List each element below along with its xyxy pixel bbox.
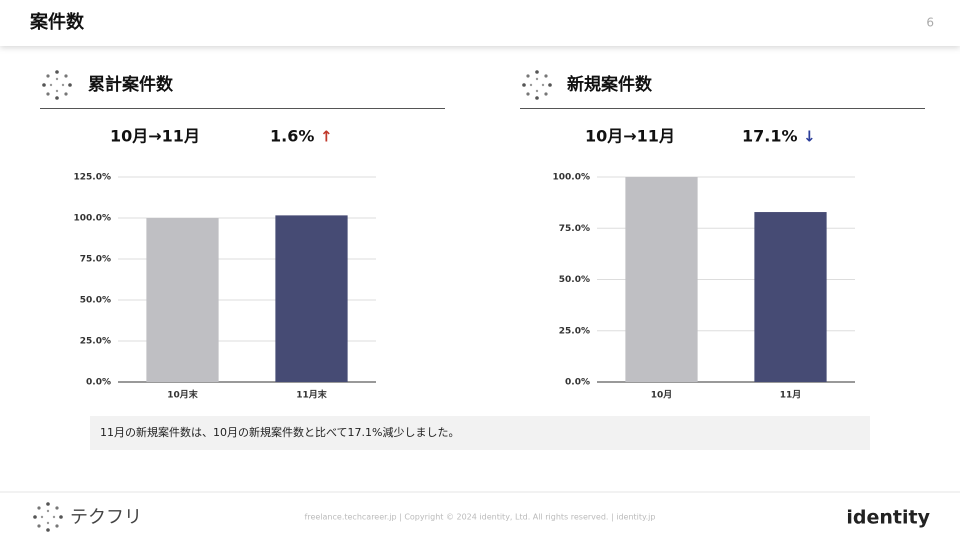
y-tick-label: 125.0% xyxy=(74,173,112,183)
period: 10月→11月 xyxy=(110,127,200,146)
change-arrow: ↑ xyxy=(320,128,333,146)
y-tick-label: 75.0% xyxy=(559,224,590,234)
change-arrow: ↓ xyxy=(803,128,816,146)
x-tick-label: 11月末 xyxy=(296,389,328,401)
y-tick-label: 0.0% xyxy=(565,378,590,388)
y-tick-label: 50.0% xyxy=(80,296,111,306)
charts: 0.0% 25.0% 50.0% 75.0% 100.0% 125.0% 10月末 11月末 0… xyxy=(74,173,855,401)
x-tick-label: 10月末 xyxy=(167,389,199,401)
y-tick-label: 50.0% xyxy=(559,275,590,285)
copyright: freelance.techcareer.jp | Copyright © 20… xyxy=(305,513,656,522)
period: 10月→11月 xyxy=(585,127,675,146)
bar xyxy=(625,177,698,382)
x-tick-label: 11月 xyxy=(780,390,802,401)
x-tick-label: 10月 xyxy=(651,390,673,401)
y-tick-label: 75.0% xyxy=(80,255,111,265)
brand: テクフリ xyxy=(70,507,142,528)
page-number: 6 xyxy=(926,16,934,30)
logo: identity xyxy=(846,507,930,529)
brand-icon xyxy=(33,502,63,532)
bar xyxy=(146,218,219,382)
bar xyxy=(754,212,827,382)
y-tick-label: 25.0% xyxy=(559,326,590,336)
header-title: 案件数 xyxy=(29,11,85,33)
section-icon xyxy=(42,70,72,100)
header-bar xyxy=(0,0,960,46)
y-tick-label: 25.0% xyxy=(80,337,111,347)
note: 11月の新規案件数は、10月の新規案件数と比べて17.1%減少しました。 xyxy=(100,425,460,439)
change: 1.6% xyxy=(270,127,314,146)
y-tick-label: 100.0% xyxy=(553,173,591,183)
y-tick-label: 0.0% xyxy=(86,378,111,388)
section-title: 累計案件数 xyxy=(88,74,174,95)
note-box xyxy=(90,416,870,450)
change: 17.1% xyxy=(742,127,798,146)
bar xyxy=(275,215,348,382)
section-icon xyxy=(522,70,552,100)
y-tick-label: 100.0% xyxy=(74,214,112,224)
section-title: 新規案件数 xyxy=(567,74,653,95)
